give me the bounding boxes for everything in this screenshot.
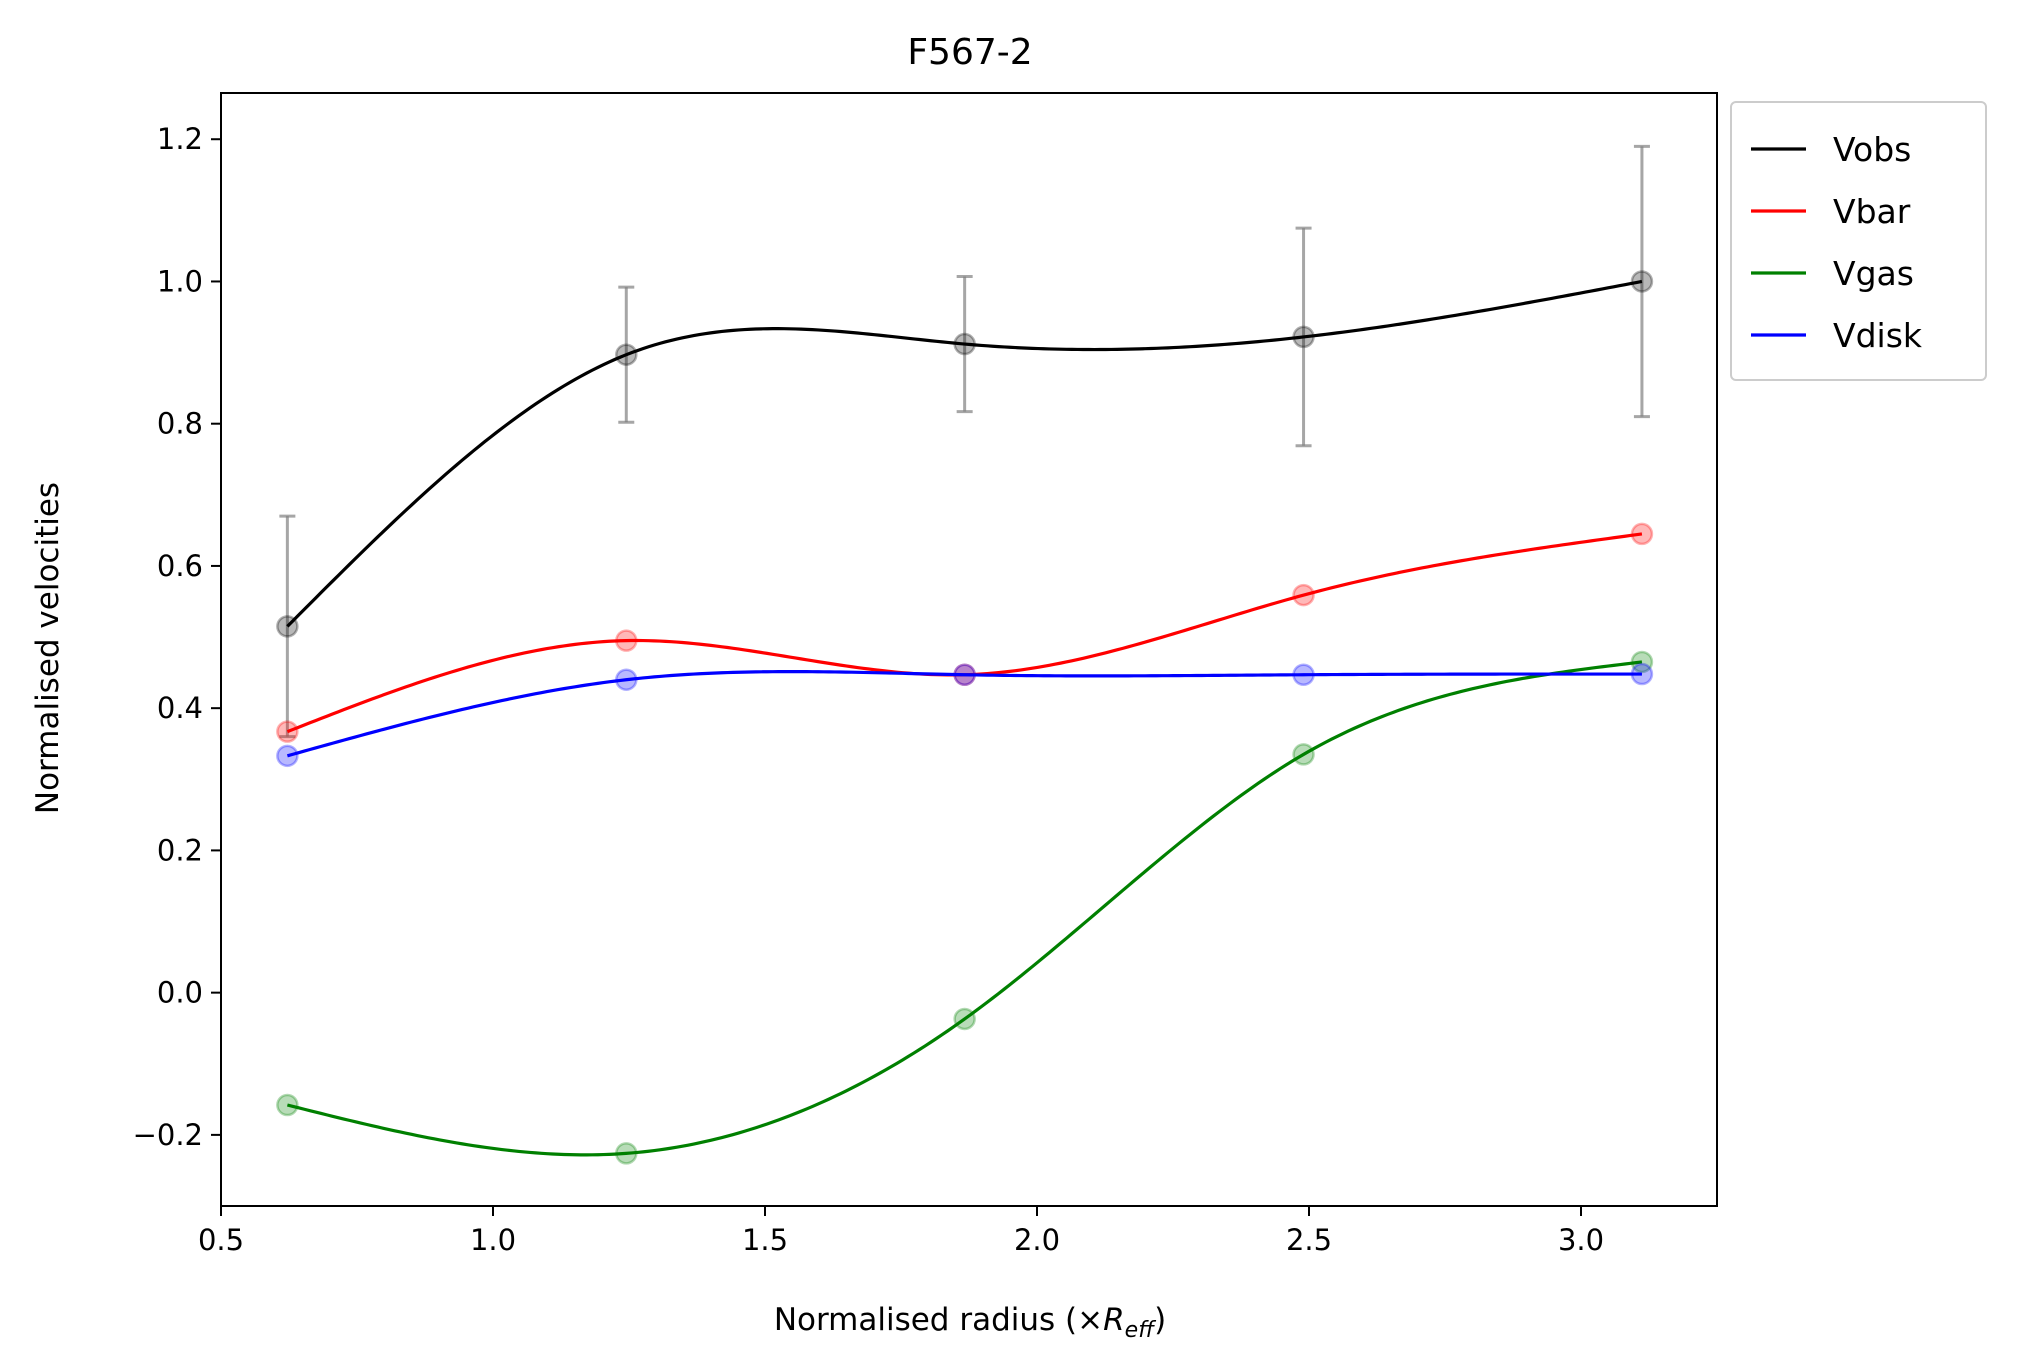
data-point-vbar [1292,583,1315,607]
data-point-vdisk [615,668,638,691]
data-point-vdisk [1292,663,1315,686]
data-point-vgas [1292,743,1315,766]
data-point-vbar [1630,522,1654,546]
data-point-vgas [1630,650,1654,674]
y-tick-label: 1.0 [157,264,203,298]
x-axis-title-suffix: ) [1154,1302,1166,1338]
x-axis-title-subscript: eff [1125,1318,1157,1343]
data-point-vobs [953,332,976,356]
legend-label: Vgas [1833,254,1914,293]
x-tick-label: 3.0 [1558,1223,1604,1257]
y-tick-label: 0.2 [157,833,203,867]
legend-label: Vdisk [1833,316,1923,355]
series-vdisk [276,662,1654,768]
legend-label: Vbar [1833,192,1911,231]
chart-title: F567-2 [907,32,1032,73]
x-tick-label: 2.5 [1286,1223,1332,1257]
x-axis-title: Normalised radius (×Reff) [774,1302,1166,1343]
y-tick-label: 1.2 [157,122,203,156]
y-tick-label: 0.6 [157,549,203,583]
series-vobs [276,144,1654,739]
legend-label: Vobs [1833,130,1911,169]
x-tick-label: 1.0 [470,1223,516,1257]
series-line-vdisk [286,669,1642,758]
y-tick-label: 0.4 [157,691,203,725]
plot-frame [220,92,1718,1207]
data-point-vdisk [1630,662,1654,686]
series-line-vgas [286,660,1643,1157]
data-point-vgas [953,1007,976,1031]
x-tick-label: 0.5 [198,1223,244,1257]
series-vgas [276,650,1654,1165]
data-point-vobs [276,615,299,638]
legend: Vobs Vbar Vgas Vdisk [1730,101,1987,381]
y-tick-label: 0.0 [157,976,203,1010]
y-tick-label: 0.8 [157,407,203,441]
x-axis: 0.5 1.0 1.5 2.0 2.5 3.0 [198,1206,1604,1257]
data-point-vdisk [953,663,976,686]
data-point-vbar [615,629,638,652]
y-axis: −0.2 0.0 0.2 0.4 0.6 0.8 1.0 1.2 [133,122,221,1152]
legend-item-vgas: Vgas [1751,254,1914,293]
y-axis-title: Normalised velocities [30,482,66,814]
data-point-vobs [1630,270,1654,293]
x-tick-label: 2.0 [1014,1223,1060,1257]
data-point-vbar [276,720,299,743]
x-tick-label: 1.5 [742,1223,788,1257]
x-axis-title-symbol: R [1103,1302,1125,1338]
legend-item-vdisk: Vdisk [1751,316,1923,355]
data-point-vgas [276,1093,299,1117]
y-tick-label: −0.2 [133,1118,203,1152]
series-layer [276,144,1654,1165]
legend-item-vobs: Vobs [1751,130,1911,169]
data-point-vgas [615,1142,638,1165]
series-line-vobs [286,279,1643,628]
data-point-vobs [615,343,638,366]
legend-box [1730,101,1987,381]
legend-item-vbar: Vbar [1751,192,1911,231]
data-point-vobs [1292,325,1315,349]
data-point-vdisk [276,744,299,768]
x-axis-title-text: Normalised radius (× [774,1302,1103,1338]
